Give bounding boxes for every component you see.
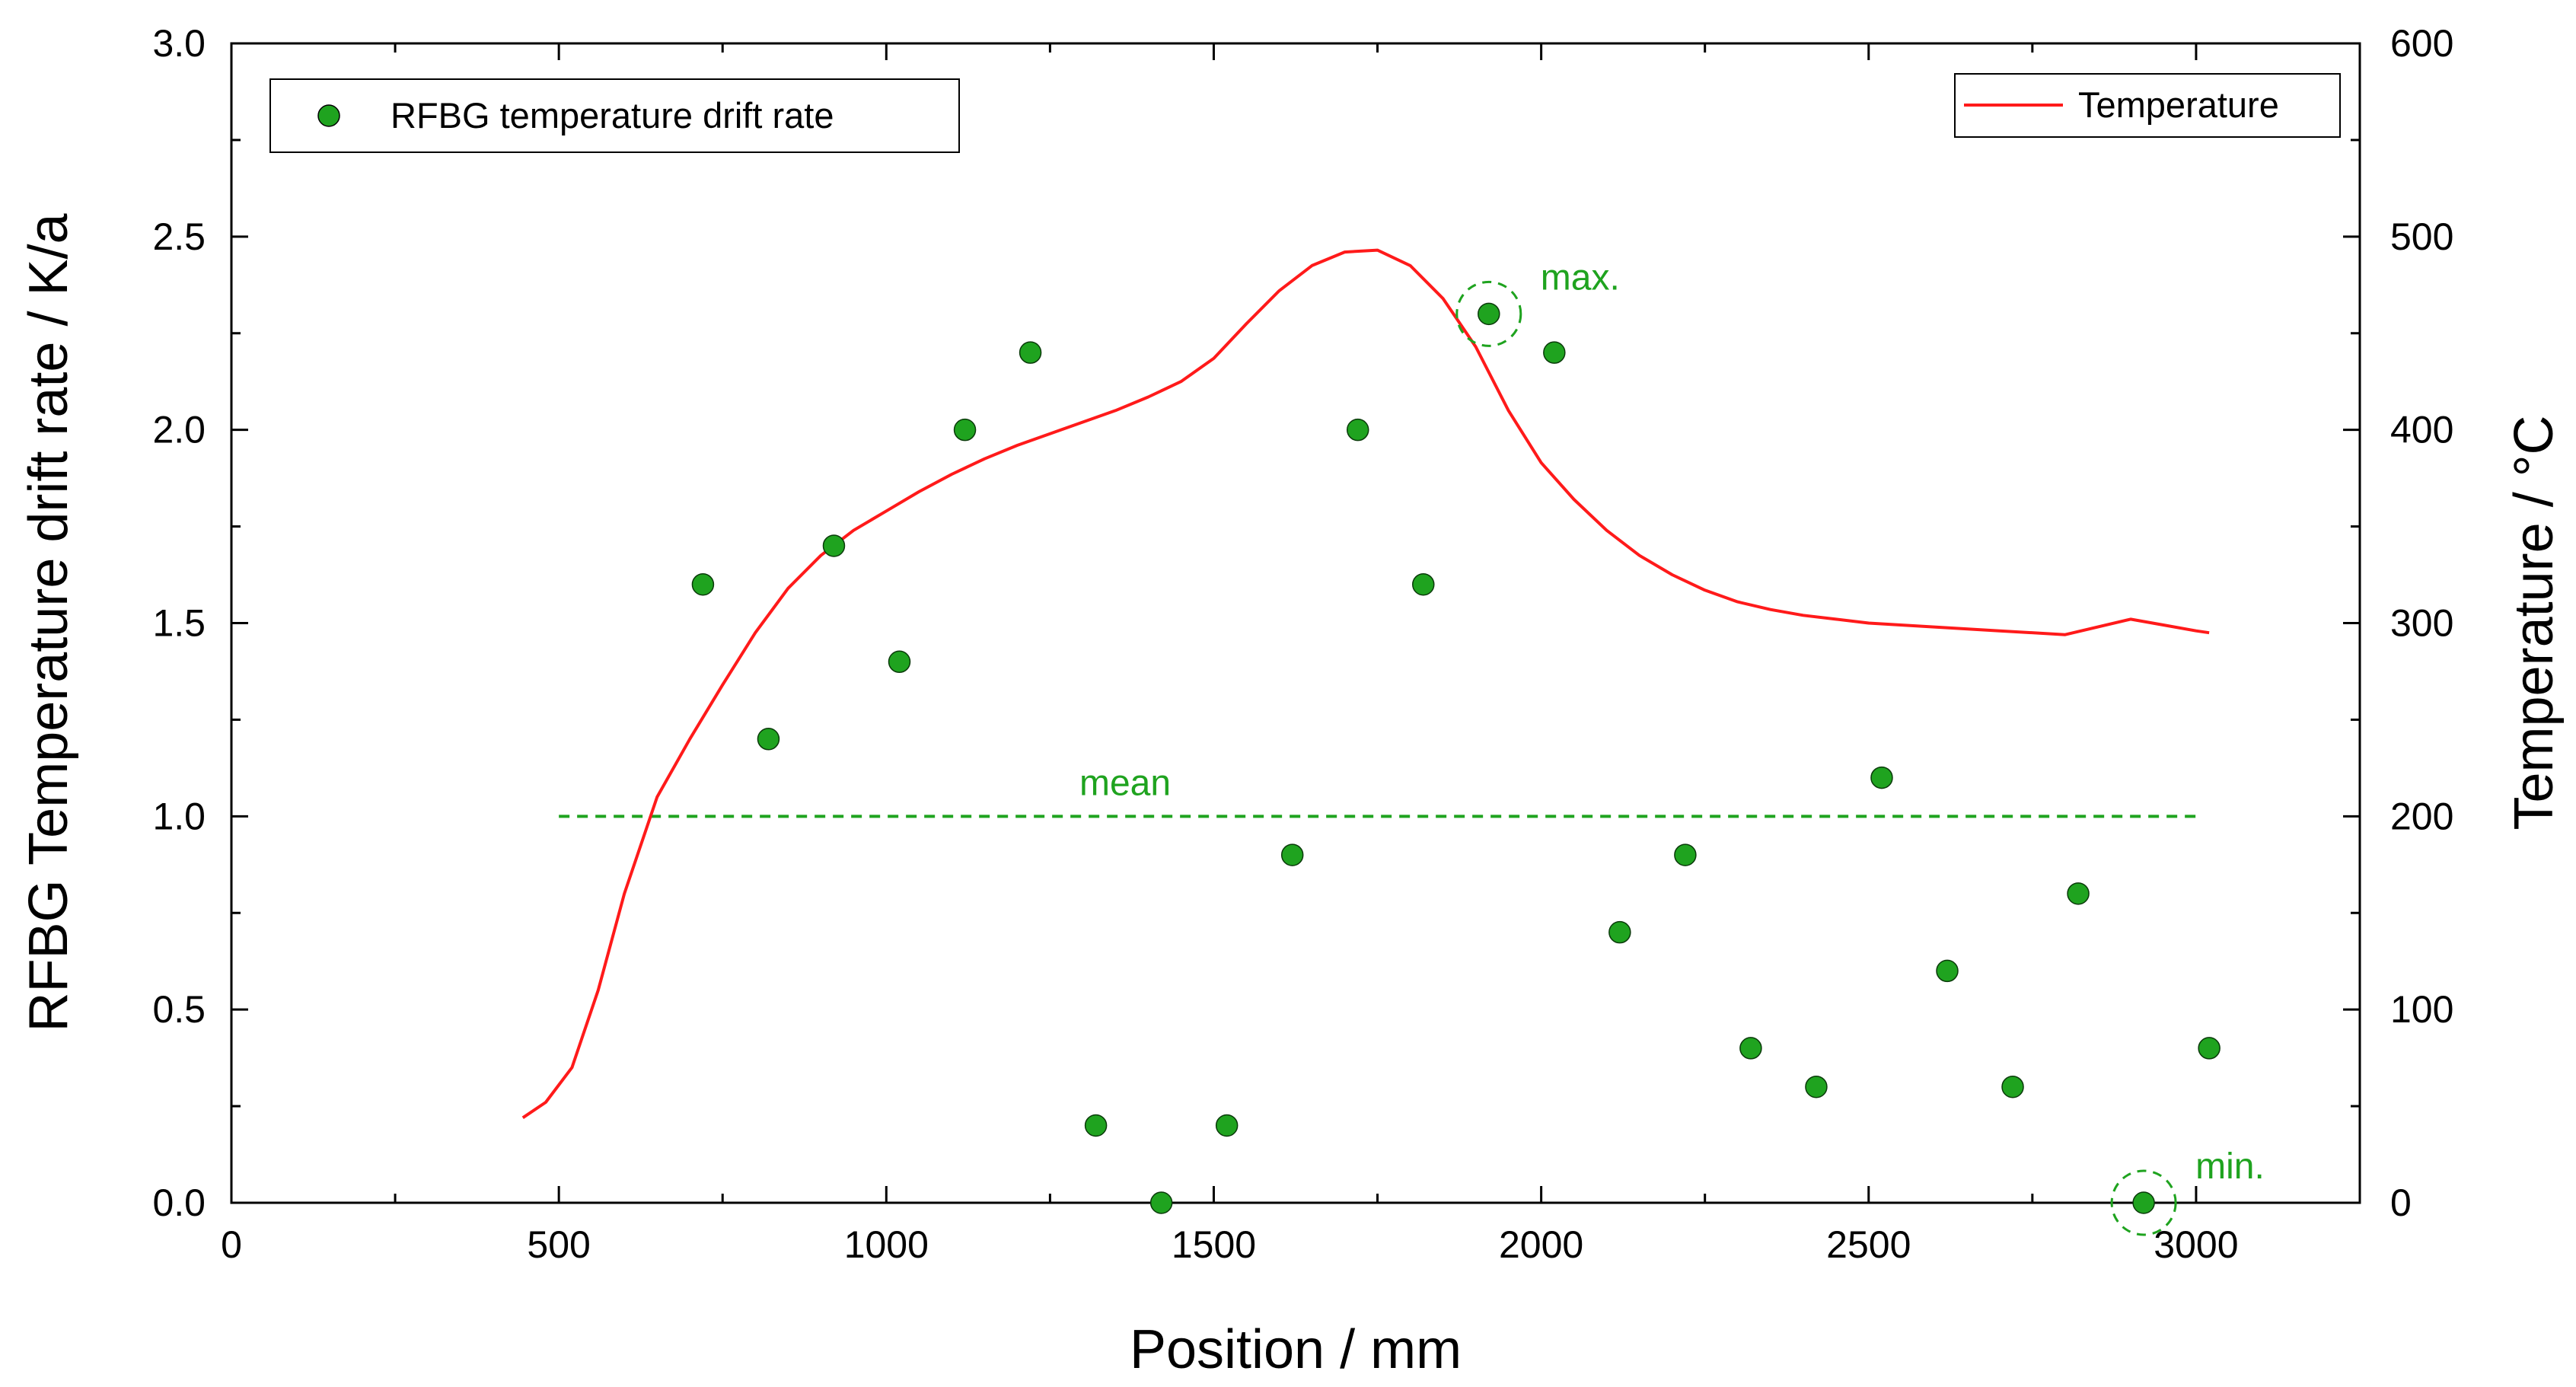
x-tick-label: 1000 [844, 1223, 929, 1266]
axis-ticks [230, 42, 2360, 1204]
y-right-tick-label: 0 [2390, 1181, 2412, 1224]
legend-right-label: Temperature [2078, 84, 2279, 125]
y-left-tick-label: 1.0 [152, 795, 206, 837]
y-left-axis-title: RFBG Temperature drift rate / K/a [18, 213, 79, 1032]
data-point [757, 728, 780, 751]
annotation-circle [1455, 280, 1522, 347]
data-point [1215, 1114, 1239, 1137]
data-point [1543, 341, 1566, 364]
data-point [1674, 843, 1697, 866]
drift-rate-series [691, 302, 2221, 1214]
x-tick-label: 2500 [1826, 1223, 1911, 1266]
y-right-tick-label: 100 [2390, 988, 2453, 1031]
x-tick-label: 3000 [2154, 1223, 2238, 1266]
annotations: max. min. [1455, 257, 2265, 1236]
y-right-axis-title: Temperature / °C [2504, 416, 2565, 831]
min-label: min. [2195, 1146, 2265, 1187]
data-point [1412, 572, 1435, 596]
data-point [1280, 843, 1304, 866]
data-point [1478, 302, 1500, 326]
annotation-circle [2110, 1169, 2177, 1236]
data-point [1084, 1114, 1108, 1137]
y-left-tick-label: 3.0 [152, 22, 206, 65]
y-left-tick-label: 1.5 [152, 602, 206, 645]
y-right-tick-label: 500 [2390, 215, 2453, 258]
data-point [2001, 1075, 2024, 1098]
mean-label: mean [1079, 763, 1171, 803]
y-left-tick-label: 2.0 [152, 409, 206, 451]
data-point [2198, 1037, 2221, 1060]
x-tick-label: 0 [221, 1223, 242, 1266]
data-point [1870, 766, 1893, 789]
x-tick-label: 1500 [1172, 1223, 1256, 1266]
data-point [1346, 418, 1369, 442]
x-tick-label: 500 [527, 1223, 590, 1266]
data-point [1805, 1075, 1828, 1098]
legend-left-box [269, 78, 960, 153]
y-left-tick-label: 2.5 [152, 215, 206, 258]
legend-marker-icon [317, 104, 340, 127]
data-point [2132, 1191, 2155, 1214]
y-right-tick-label: 200 [2390, 795, 2453, 837]
x-tick-label: 2000 [1499, 1223, 1583, 1266]
data-point [2067, 882, 2090, 905]
legend-left: RFBG temperature drift rate [269, 78, 960, 153]
mean-line-group: mean [559, 763, 2196, 818]
max-label: max. [1541, 257, 1620, 298]
y-left-tick-label: 0.5 [152, 988, 206, 1031]
x-axis-title: Position / mm [1130, 1319, 1462, 1380]
data-point [1019, 341, 1042, 364]
y-right-tick-label: 300 [2390, 602, 2453, 645]
legend-left-label: RFBG temperature drift rate [391, 95, 834, 136]
data-point [1149, 1191, 1173, 1214]
data-point [691, 572, 715, 596]
temperature-series [521, 248, 2210, 1119]
plot-frame [230, 42, 2361, 1204]
y-right-tick-label: 400 [2390, 409, 2453, 451]
temperature-line [521, 248, 2210, 1119]
data-point [1608, 920, 1631, 944]
tick-labels: 0 500 1000 1500 2000 2500 30000.00.51.01.52.02… [152, 22, 2453, 1266]
y-left-tick-label: 0.0 [152, 1181, 206, 1224]
data-point [1739, 1037, 1762, 1060]
data-point [888, 650, 911, 674]
data-point [953, 418, 977, 442]
data-point [1936, 959, 1959, 983]
data-point [822, 534, 846, 557]
y-right-tick-label: 600 [2390, 22, 2453, 65]
legend-right: Temperature [1954, 73, 2341, 138]
